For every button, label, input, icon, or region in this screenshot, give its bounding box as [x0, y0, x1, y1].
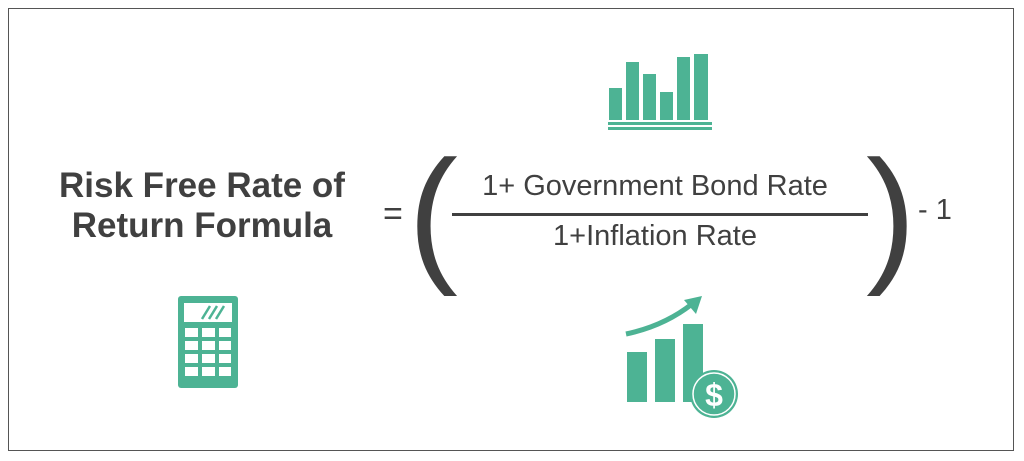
growth-chart-dollar-icon: $ — [625, 296, 738, 418]
title-line-2: Return Formula — [71, 206, 333, 245]
fraction-line — [452, 213, 868, 216]
formula-title: Risk Free Rate of Return Formula — [22, 166, 382, 246]
calculator-icon — [178, 296, 238, 388]
open-parenthesis: ( — [408, 129, 458, 297]
diagram-frame — [8, 8, 1014, 451]
numerator: 1+ Government Bond Rate — [482, 170, 828, 202]
bar-chart-icon — [608, 54, 712, 130]
equals-sign: = — [383, 195, 403, 233]
title-line-1: Risk Free Rate of — [59, 166, 345, 205]
svg-text:$: $ — [705, 377, 723, 413]
minus-one: - 1 — [918, 194, 952, 226]
denominator: 1+Inflation Rate — [553, 220, 757, 252]
close-parenthesis: ) — [866, 129, 916, 297]
